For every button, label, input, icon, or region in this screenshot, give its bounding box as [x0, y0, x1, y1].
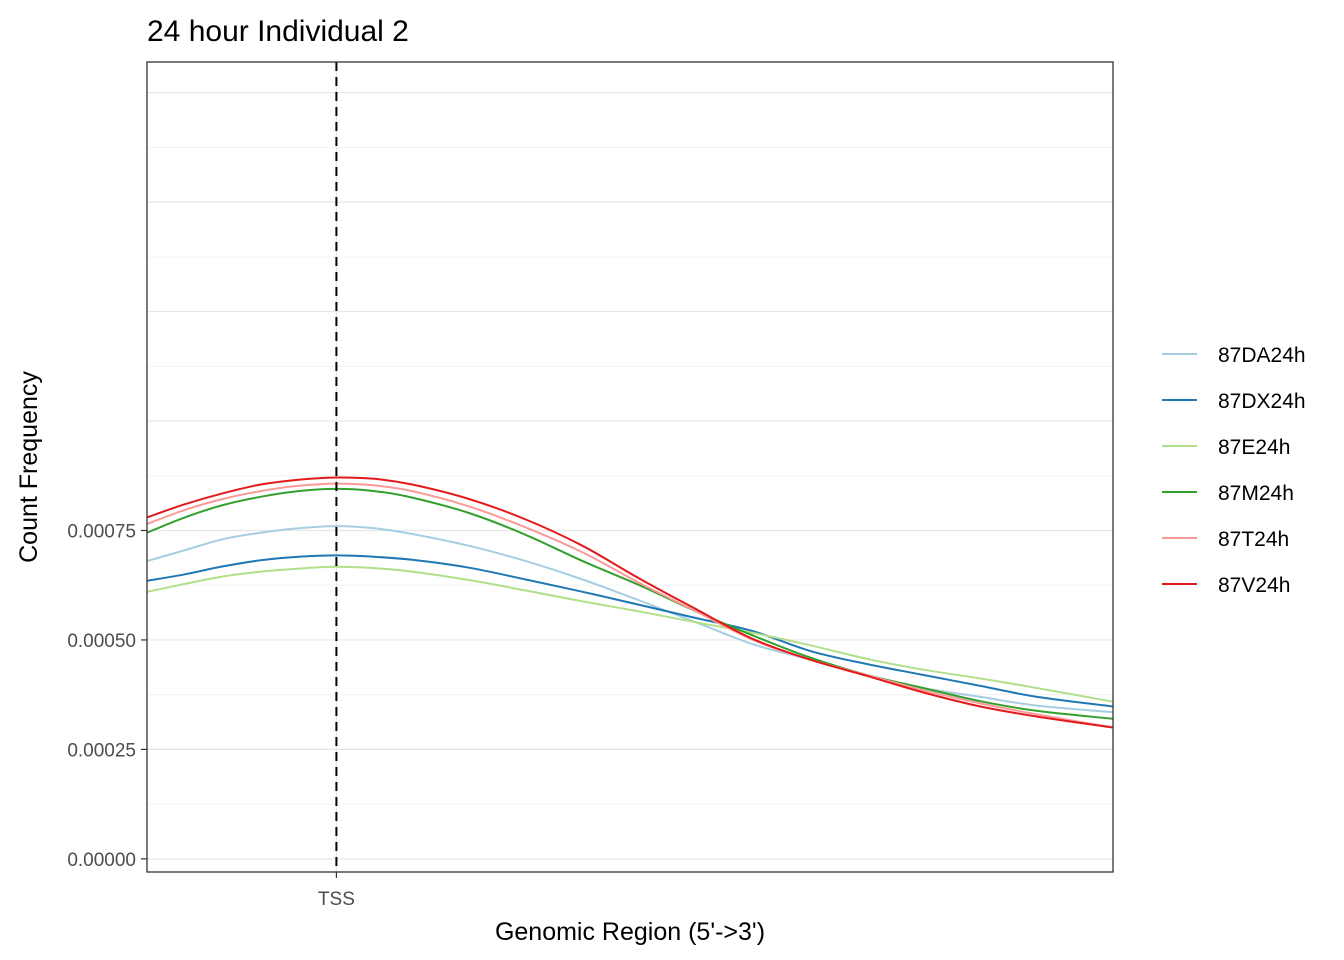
chart-title: 24 hour Individual 2: [147, 15, 409, 48]
x-tick-label: TSS: [318, 889, 355, 910]
legend-label-87V24h: 87V24h: [1218, 574, 1290, 597]
grid: [147, 62, 1113, 872]
legend-label-87M24h: 87M24h: [1218, 482, 1294, 505]
series-lines: [146, 476, 1114, 729]
series-line-87E24h: [146, 565, 1114, 703]
y-tick-label: 0.00025: [67, 740, 136, 761]
legend: 87DA24h 87DX24h 87E24h 87M24h 87T24h 87V24h: [1162, 344, 1306, 597]
legend-label-87DA24h: 87DA24h: [1218, 344, 1306, 367]
y-axis-title: Count Frequency: [15, 371, 43, 563]
x-axis: TSS: [318, 872, 355, 910]
legend-label-87T24h: 87T24h: [1218, 528, 1289, 551]
series-line-87V24h: [146, 476, 1114, 729]
y-tick-label: 0.00050: [67, 631, 136, 652]
series-line-87DX24h: [146, 554, 1114, 708]
y-axis: 0.00000 0.00025 0.00050 0.00075: [67, 521, 147, 871]
legend-label-87E24h: 87E24h: [1218, 436, 1290, 459]
series-line-87T24h: [146, 482, 1114, 729]
y-tick-label: 0.00075: [67, 521, 136, 542]
series-line-87M24h: [146, 487, 1114, 720]
x-axis-title: Genomic Region (5'->3'): [495, 918, 765, 946]
y-tick-label: 0.00000: [67, 850, 136, 871]
legend-label-87DX24h: 87DX24h: [1218, 390, 1306, 413]
plot-panel-border: [146, 61, 1114, 873]
